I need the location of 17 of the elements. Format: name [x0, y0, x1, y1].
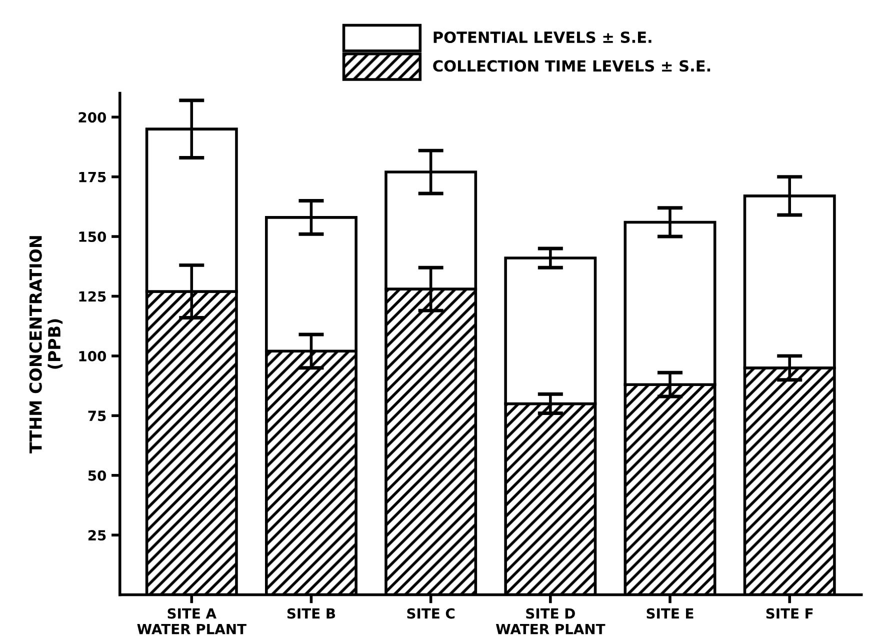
y-tick-label: 50: [88, 470, 106, 481]
y-tick-label: 150: [79, 232, 106, 242]
x-tick-label: SITE D WATER PLANT: [496, 608, 606, 634]
x-tick-label: SITE C: [407, 608, 455, 619]
x-tick-label: SITE E: [646, 608, 694, 619]
y-tick-label: 125: [79, 291, 106, 302]
x-tick-label: SITE B: [287, 608, 336, 619]
legend-label: POTENTIAL LEVELS ± S.E.: [434, 31, 652, 44]
y-tick-label: 175: [79, 172, 106, 182]
y-tick-label: 25: [88, 530, 106, 541]
x-tick-label: SITE A WATER PLANT: [137, 608, 246, 634]
legend-label: COLLECTION TIME LEVELS ± S.E.: [433, 60, 710, 72]
y-tick-label: 75: [88, 410, 106, 422]
y-tick-label: 200: [78, 112, 106, 123]
y-axis-title: TTHM CONCENTRATION (PPB): [29, 236, 63, 454]
x-tick-label: SITE F: [766, 608, 813, 619]
y-tick-label: 100: [79, 350, 106, 362]
